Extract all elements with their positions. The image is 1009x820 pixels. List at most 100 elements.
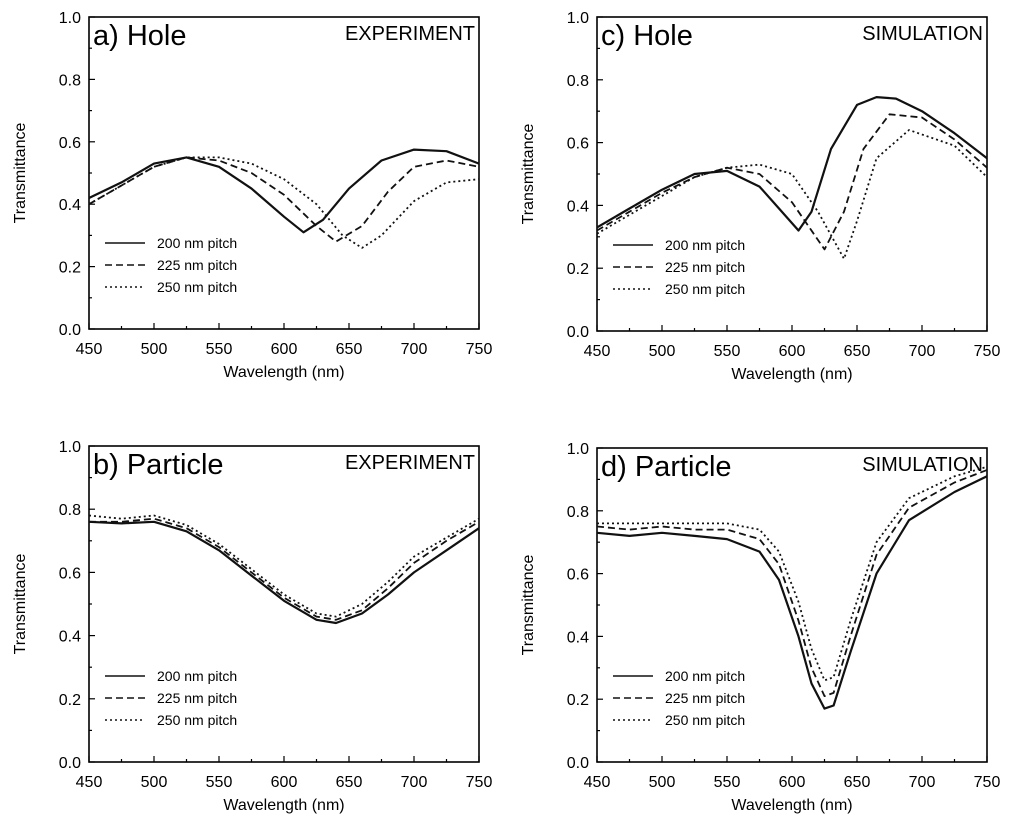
y-tick-label: 0.0 <box>59 322 81 339</box>
y-tick-label: 0.2 <box>567 261 589 278</box>
y-tick-label: 0.4 <box>567 629 589 646</box>
series-line <box>596 113 988 251</box>
y-tick-label: 1.0 <box>567 441 589 458</box>
series-line <box>88 514 480 618</box>
x-axis-label: Wavelength (nm) <box>223 797 344 814</box>
y-axis-label: Transmittance <box>12 554 29 655</box>
legend-label: 200 nm pitch <box>665 668 745 684</box>
y-tick-label: 1.0 <box>59 10 81 27</box>
series-line <box>89 517 480 621</box>
x-tick-label: 450 <box>584 343 611 360</box>
legend-label: 250 nm pitch <box>157 279 237 295</box>
x-tick-label: 550 <box>206 341 233 358</box>
y-tick-label: 0.6 <box>59 565 81 582</box>
x-tick-label: 550 <box>206 774 233 791</box>
chart-panel: 450 500 550 600 650 700 750 0.0 0.2 0.4 0.6 0.8 1.0 W… <box>520 441 1000 814</box>
y-tick-label: 0.0 <box>59 755 81 772</box>
legend-label: 225 nm pitch <box>665 690 745 706</box>
legend-label: 200 nm pitch <box>157 235 237 251</box>
series-line <box>596 96 988 232</box>
legend-label: 200 nm pitch <box>665 237 745 253</box>
x-tick-label: 450 <box>584 774 611 791</box>
series-line <box>597 465 988 682</box>
panel-title: d) Particle <box>601 451 732 483</box>
y-tick-label: 1.0 <box>59 439 81 456</box>
x-tick-label: 550 <box>714 343 741 360</box>
panel-tag: SIMULATION <box>862 23 983 45</box>
panel-title: a) Hole <box>93 20 187 52</box>
y-axis-label: Transmittance <box>520 124 537 225</box>
series-line <box>596 129 988 260</box>
x-tick-label: 450 <box>76 341 103 358</box>
y-tick-label: 0.8 <box>567 73 589 90</box>
y-axis-label: Transmittance <box>12 123 29 224</box>
legend-label: 250 nm pitch <box>665 281 745 297</box>
panel-title: b) Particle <box>93 449 224 481</box>
y-tick-label: 1.0 <box>567 10 589 27</box>
x-tick-label: 650 <box>336 341 363 358</box>
x-tick-label: 550 <box>714 774 741 791</box>
legend-label: 200 nm pitch <box>157 668 237 684</box>
x-axis-label: Wavelength (nm) <box>731 797 852 814</box>
y-tick-label: 0.8 <box>59 72 81 89</box>
x-axis-label: Wavelength (nm) <box>223 364 344 381</box>
x-tick-label: 750 <box>974 343 1001 360</box>
x-tick-label: 500 <box>141 341 168 358</box>
chart-panel: 450 500 550 600 650 700 750 0.0 0.2 0.4 0.6 0.8 1.0 W… <box>12 10 492 381</box>
x-tick-label: 600 <box>271 341 298 358</box>
legend-label: 250 nm pitch <box>157 712 237 728</box>
y-tick-label: 0.6 <box>567 567 589 584</box>
x-tick-label: 500 <box>141 774 168 791</box>
y-tick-label: 0.2 <box>59 692 81 709</box>
x-tick-label: 450 <box>76 774 103 791</box>
chart-panel: 450 500 550 600 650 700 750 0.0 0.2 0.4 0.6 0.8 1.0 W… <box>520 10 1000 383</box>
panel-tag: EXPERIMENT <box>345 452 475 474</box>
panel-tag: EXPERIMENT <box>345 23 475 45</box>
y-tick-label: 0.4 <box>567 198 589 215</box>
x-tick-label: 600 <box>779 774 806 791</box>
x-tick-label: 650 <box>844 343 871 360</box>
series-line <box>88 520 480 625</box>
x-tick-label: 600 <box>271 774 298 791</box>
x-tick-label: 750 <box>466 774 493 791</box>
y-tick-label: 0.4 <box>59 197 81 214</box>
y-tick-label: 0.6 <box>59 135 81 152</box>
plot-frame <box>596 16 988 332</box>
x-axis-label: Wavelength (nm) <box>731 366 852 383</box>
series-line <box>88 156 480 249</box>
panel-title: c) Hole <box>601 20 693 52</box>
legend-label: 225 nm pitch <box>665 259 745 275</box>
plot-frame <box>88 445 480 763</box>
panel-tag: SIMULATION <box>862 454 983 476</box>
x-tick-label: 500 <box>649 343 676 360</box>
series-line <box>88 156 480 243</box>
y-tick-label: 0.8 <box>567 504 589 521</box>
x-tick-label: 750 <box>974 774 1001 791</box>
x-tick-label: 750 <box>466 341 493 358</box>
x-tick-label: 700 <box>401 774 428 791</box>
y-axis-label: Transmittance <box>520 555 537 656</box>
x-tick-label: 600 <box>779 343 806 360</box>
x-tick-label: 650 <box>336 774 363 791</box>
chart-panel: 450 500 550 600 650 700 750 0.0 0.2 0.4 0.6 0.8 1.0 W… <box>12 439 492 814</box>
y-tick-label: 0.8 <box>59 502 81 519</box>
series-line <box>596 469 988 697</box>
x-tick-label: 650 <box>844 774 871 791</box>
plot-frame <box>596 447 988 763</box>
y-tick-label: 0.0 <box>567 324 589 341</box>
legend-label: 225 nm pitch <box>157 257 237 273</box>
x-tick-label: 700 <box>909 774 936 791</box>
series-line <box>88 148 480 234</box>
series-line <box>596 475 988 710</box>
y-tick-label: 0.2 <box>567 692 589 709</box>
plot-frame <box>88 16 480 330</box>
x-tick-label: 700 <box>909 343 936 360</box>
y-tick-label: 0.6 <box>567 136 589 153</box>
y-tick-label: 0.4 <box>59 629 81 646</box>
y-tick-label: 0.0 <box>567 755 589 772</box>
x-tick-label: 700 <box>401 341 428 358</box>
legend-label: 225 nm pitch <box>157 690 237 706</box>
y-tick-label: 0.2 <box>59 260 81 277</box>
legend-label: 250 nm pitch <box>665 712 745 728</box>
